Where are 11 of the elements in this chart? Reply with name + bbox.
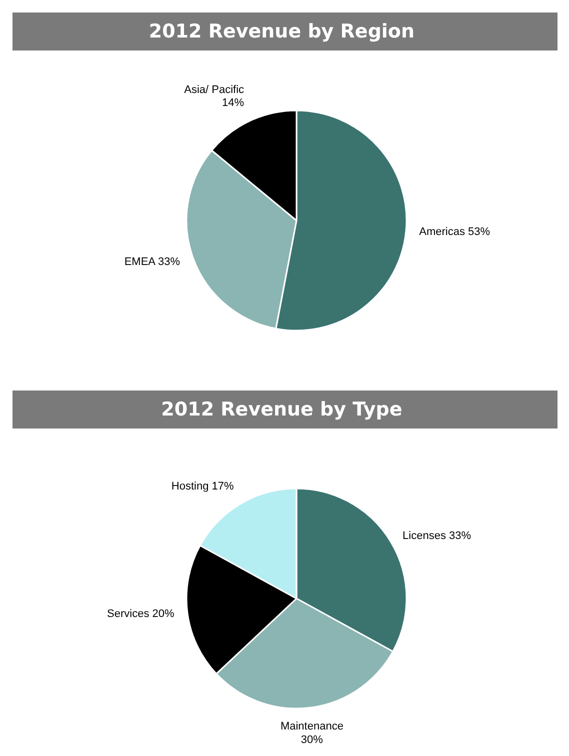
slice-label: Hosting 17% xyxy=(171,480,234,492)
slice-label: Maintenance xyxy=(280,720,344,733)
chart-title: 2012 Revenue by Type xyxy=(161,398,402,420)
slice-label: Asia/ Pacific xyxy=(184,84,245,96)
slice-label: Services 20% xyxy=(107,608,174,620)
chart-title: 2012 Revenue by Region xyxy=(148,20,415,42)
slice-label: EMEA 33% xyxy=(124,256,180,268)
data-label: 14% xyxy=(222,97,244,110)
slice-label: Americas 53% xyxy=(419,226,490,238)
slice-label: Licenses 33% xyxy=(402,530,472,542)
data-label: 30% xyxy=(300,734,324,746)
